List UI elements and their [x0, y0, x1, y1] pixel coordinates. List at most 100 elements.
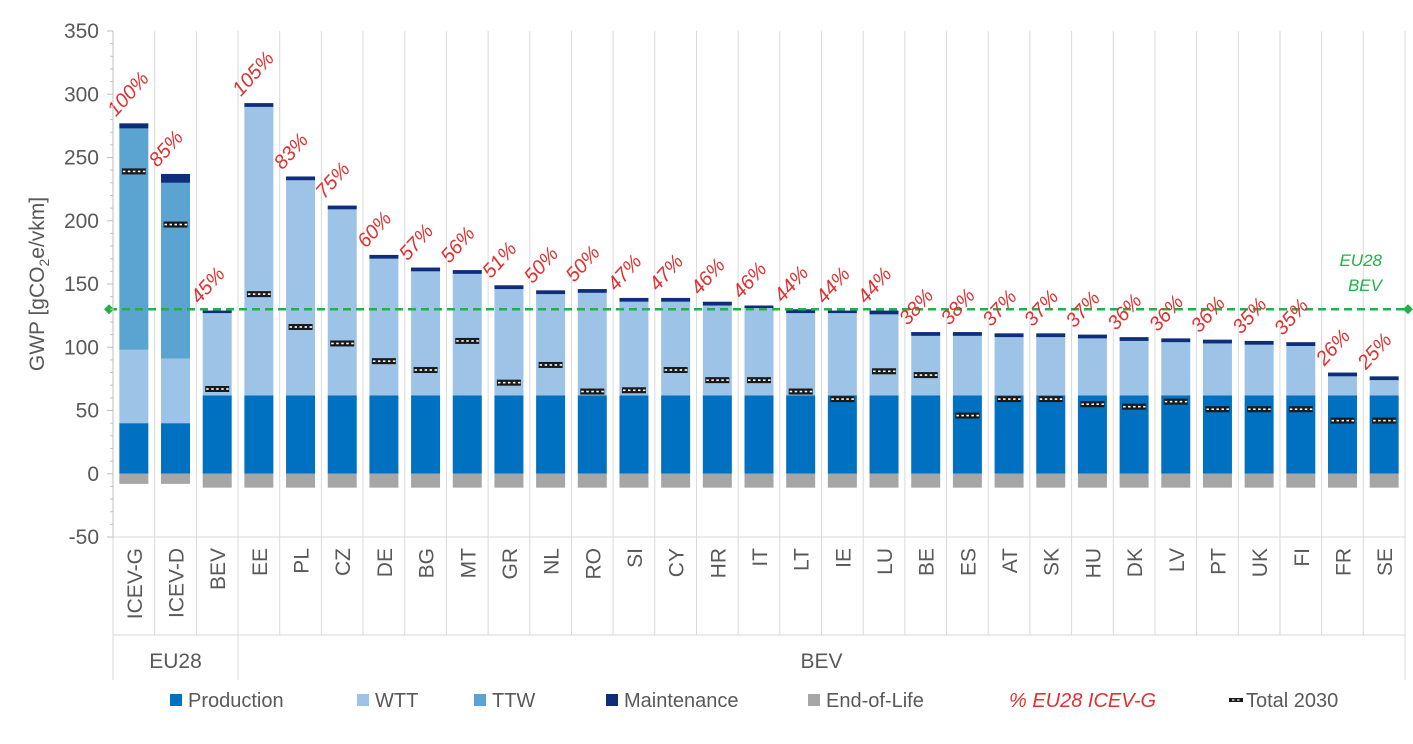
legend-swatch [1229, 698, 1243, 702]
percent-label-hr: 46% [687, 255, 730, 299]
legend-label: Maintenance [624, 690, 739, 712]
total-2030-dash [799, 390, 803, 393]
bar-maintenance-uk [1244, 340, 1274, 345]
total-2030-dash [1331, 419, 1334, 422]
bar-maintenance-lu [869, 310, 899, 315]
total-2030-dash [252, 293, 256, 295]
total-2030-dash [1013, 398, 1016, 400]
x-tick-label-nl: NL [541, 548, 564, 575]
bar-production-ee [244, 395, 274, 474]
bar-end-of-life-ie [827, 473, 857, 488]
bar-wtt-uk [1244, 344, 1274, 396]
total-2030-dash [414, 369, 418, 371]
total-2030-dash [1008, 398, 1011, 400]
total-2030-dash [763, 379, 766, 381]
bar-maintenance-it [744, 305, 774, 309]
total-2030-dash [346, 342, 349, 345]
bar-wtt-si [619, 301, 649, 396]
total-2030-dash [684, 369, 688, 371]
total-2030-dash [1054, 398, 1058, 400]
total-2030-dash [924, 374, 928, 376]
total-2030-dash [836, 398, 839, 400]
total-2030-dash [1248, 408, 1251, 411]
total-2030-dash [622, 389, 626, 392]
bar-end-of-life-hr [702, 473, 732, 488]
total-2030-dash [1378, 419, 1381, 422]
total-2030-dash [586, 390, 589, 393]
x-tick-label-hu: HU [1082, 548, 1105, 578]
bar-wtt-bg [411, 271, 441, 396]
total-2030-dash [581, 390, 584, 393]
bar-production-icev-g [119, 423, 149, 474]
percent-label-pt: 36% [1187, 293, 1230, 337]
total-2030-dash [331, 342, 334, 345]
total-2030-dash [289, 326, 293, 328]
bar-maintenance-lv [1161, 338, 1191, 343]
total-2030-dash [424, 369, 428, 371]
total-2030-dash [716, 379, 719, 381]
legend-item-eu28-icev-g: % EU28 ICEV-G [1009, 690, 1156, 712]
y-axis-label-part: e/vkm] [26, 197, 49, 259]
x-tick-label-si: SI [624, 548, 647, 568]
total-2030-dash [1086, 403, 1089, 405]
total-2030-dash [998, 398, 1001, 400]
total-2030-dash [1253, 408, 1256, 411]
total-2030-dash [919, 374, 923, 376]
bar-production-se [1369, 395, 1399, 474]
y-axis-label: GWP [gCO2e/vkm] [26, 197, 52, 371]
bar-end-of-life-dk [1119, 473, 1149, 488]
bar-maintenance-be [911, 332, 941, 336]
bar-production-at [994, 395, 1024, 474]
percent-label-es: 38% [937, 285, 980, 329]
legend-label: TTW [492, 690, 535, 712]
total-2030-dash [1373, 419, 1376, 422]
total-2030-dash [512, 381, 516, 384]
bar-wtt-ie [827, 313, 857, 396]
total-2030-dash [247, 293, 251, 295]
reference-line-label-1: EU28 [1339, 251, 1382, 270]
total-2030-dash [211, 388, 214, 390]
bar-wtt-at [994, 337, 1024, 396]
bar-production-bg [411, 395, 441, 474]
total-2030-dash [476, 340, 479, 342]
total-2030-dash [1393, 419, 1396, 422]
legend-item-ttw: TTW [474, 690, 535, 712]
total-2030-dash [544, 364, 548, 366]
bar-maintenance-se [1369, 376, 1399, 381]
total-2030-dash [1226, 408, 1229, 411]
total-2030-dash [559, 364, 563, 366]
bar-maintenance-icev-g [119, 123, 149, 129]
bar-wtt-lu [869, 314, 899, 396]
total-2030-dash [674, 369, 678, 371]
total-2030-dash [299, 326, 303, 328]
reference-line-label-2: BEV [1348, 276, 1384, 295]
bar-maintenance-gr [494, 285, 524, 290]
bar-end-of-life-se [1369, 473, 1399, 488]
total-2030-dash [637, 389, 641, 392]
total-2030-dash [1304, 408, 1308, 411]
total-2030-dash [507, 381, 511, 384]
total-2030-dash [1101, 403, 1104, 405]
total-2030-dash [257, 293, 261, 295]
y-tick-label: 300 [64, 83, 99, 106]
bar-wtt-gr [494, 289, 524, 396]
total-2030-dash [336, 342, 339, 345]
y-tick-label: 100 [64, 336, 99, 359]
legend-item-wtt: WTT [357, 690, 418, 712]
x-tick-label-icev-d: ICEV-D [166, 548, 189, 618]
bar-wtt-lv [1161, 342, 1191, 396]
percent-label-ro: 50% [562, 242, 605, 286]
total-2030-dash [789, 390, 793, 393]
percent-label-nl: 50% [520, 243, 563, 287]
bar-production-ie [827, 395, 857, 474]
total-2030-dash [502, 381, 506, 384]
percent-label-lu: 44% [853, 263, 896, 307]
x-tick-label-gr: GR [499, 548, 522, 580]
total-2030-dash [883, 370, 886, 373]
bar-end-of-life-fi [1286, 473, 1316, 488]
total-2030-dash [1044, 398, 1048, 400]
bar-wtt-be [911, 335, 941, 396]
total-2030-dash [1003, 398, 1006, 400]
legend-label: End-of-Life [826, 690, 924, 712]
bar-end-of-life-ee [244, 473, 274, 488]
